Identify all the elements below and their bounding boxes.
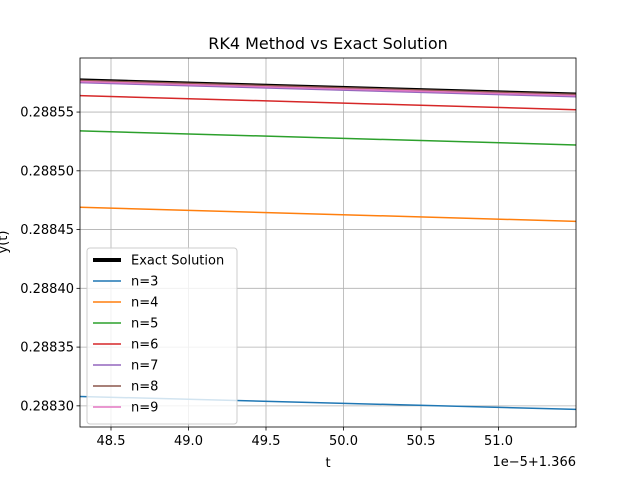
- y-axis-label: y(t): [0, 231, 11, 254]
- legend-label-n-7: n=7: [131, 359, 158, 374]
- y-axis-ticks: 0.28830 0.28835 0.28840 0.28845 0.28850 0.288…: [20, 106, 80, 414]
- x-tick-label: 48.5: [97, 434, 126, 449]
- legend-label-n-5: n=5: [131, 317, 158, 332]
- chart-title: RK4 Method vs Exact Solution: [208, 34, 448, 53]
- series-line-n-9: [80, 80, 576, 97]
- y-tick-label: 0.28835: [20, 341, 74, 356]
- x-axis-label: t: [325, 456, 330, 471]
- legend-label-n-6: n=6: [131, 338, 158, 353]
- x-tick-label: 49.0: [174, 434, 203, 449]
- x-tick-label: 51.0: [484, 434, 513, 449]
- x-offset-label: 1e−5+1.366: [492, 455, 576, 470]
- x-tick-label: 50.5: [407, 434, 436, 449]
- legend-label-n-3: n=3: [131, 275, 158, 290]
- legend-box: [86, 247, 238, 425]
- y-tick-label: 0.28830: [20, 399, 74, 414]
- y-tick-label: 0.28845: [20, 223, 74, 238]
- series-line-exact-solution: [80, 78, 576, 94]
- series-line-n-4: [80, 206, 576, 223]
- x-axis-ticks: 48.5 49.0 49.5 50.0 50.5 51.0: [97, 427, 513, 449]
- legend-label-n-8: n=8: [131, 380, 158, 395]
- plot-frame: [79, 57, 577, 428]
- x-tick-label: 50.0: [329, 434, 358, 449]
- series-line-n-7: [80, 81, 576, 98]
- series-line-n-5: [80, 130, 576, 146]
- y-tick-label: 0.28850: [20, 164, 74, 179]
- y-tick-label: 0.28855: [20, 106, 74, 121]
- legend-label-n-4: n=4: [131, 296, 158, 311]
- legend-label-exact-solution: Exact Solution: [131, 254, 224, 269]
- legend: Exact Solution n=3 n=4 n=5 n=6 n=7 n=8 n=9: [86, 247, 238, 425]
- series-line-n-6: [80, 94, 576, 111]
- y-tick-label: 0.28840: [20, 282, 74, 297]
- series-line-n-8: [80, 79, 576, 96]
- x-tick-label: 49.5: [252, 434, 281, 449]
- legend-label-n-9: n=9: [131, 401, 158, 416]
